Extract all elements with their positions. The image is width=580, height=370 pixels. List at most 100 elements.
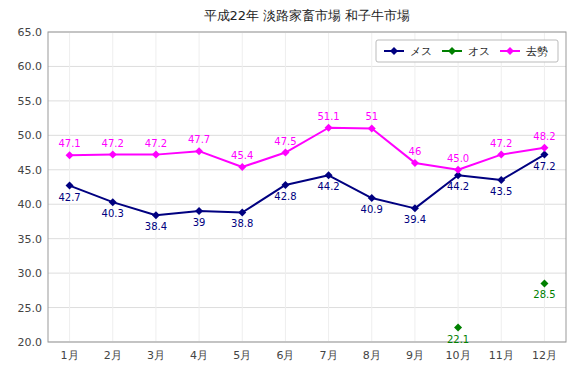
data-label: 47.2 [533,161,555,172]
grid-line [199,32,200,342]
y-tick-label: 50.0 [18,129,43,142]
data-label: 44.2 [447,181,469,192]
y-tick-label: 20.0 [18,336,43,349]
y-tick-label: 25.0 [18,302,43,315]
y-tick-label: 65.0 [18,26,43,39]
x-tick-label: 1月 [61,349,79,362]
data-label: 39 [193,217,206,228]
point [281,149,289,157]
point [152,151,160,159]
point [540,279,548,287]
data-label: 51 [365,111,378,122]
grid-line [48,66,566,67]
point [454,166,462,174]
data-label: 45.4 [231,150,253,161]
data-label: 51.1 [317,111,339,122]
y-tick-label: 45.0 [18,164,43,177]
point [497,151,505,159]
point [109,151,117,159]
grid-line [371,32,372,342]
x-tick-label: 8月 [363,349,381,362]
legend: メス オス 去勢 [376,40,558,62]
data-label: 47.7 [188,134,210,145]
legend-marker [506,47,514,55]
data-label: 47.5 [274,136,296,147]
point [238,208,246,216]
point [238,163,246,171]
y-tick-label: 40.0 [18,198,43,211]
data-label: 38.8 [231,218,253,229]
grid-line [48,169,566,170]
chart: 平成22年 淡路家畜市場 和子牛市場 20.0 25.0 30.0 35.0 40.0 45… [0,0,580,370]
data-label: 42.8 [274,191,296,202]
point [195,207,203,215]
legend-marker [448,47,456,55]
legend-marker [390,47,398,55]
data-label: 22.1 [447,334,469,345]
grid-line [48,238,566,239]
point [540,144,548,152]
point [411,204,419,212]
x-tick-label: 6月 [276,349,294,362]
grid-line [48,273,566,274]
legend-label: メス [410,45,432,58]
data-label: 40.9 [361,204,383,215]
point [109,198,117,206]
point [325,171,333,179]
point [368,124,376,132]
data-label: 42.7 [58,192,80,203]
data-label: 44.2 [317,181,339,192]
x-tick-label: 2月 [104,349,122,362]
plot-area [66,124,549,332]
grid-line [48,307,566,308]
grid [48,32,566,342]
point [497,176,505,184]
x-tick-label: 9月 [406,349,424,362]
x-tick-label: 3月 [147,349,165,362]
plot-frame [48,32,566,342]
point [540,151,548,159]
grid-line [242,32,243,342]
y-tick-label: 30.0 [18,267,43,280]
series-line [70,128,545,170]
point [454,324,462,332]
data-label: 45.0 [447,153,469,164]
data-labels: 42.7 40.3 38.4 39 38.8 42.8 44.2 40.9 39.4 44.2 43… [58,111,555,345]
grid-line [48,135,566,136]
point [411,159,419,167]
data-label: 46 [409,146,422,157]
grid-line [414,32,415,342]
data-label: 40.3 [102,208,124,219]
data-label: 43.5 [490,186,512,197]
x-tick-label: 12月 [532,349,557,362]
legend-box [376,40,558,62]
data-label: 47.1 [58,138,80,149]
x-tick-label: 7月 [320,349,338,362]
title: 平成22年 淡路家畜市場 和子牛市場 [204,8,411,23]
data-label: 47.2 [102,138,124,149]
grid-line [48,100,566,101]
y-tick-label: 35.0 [18,233,43,246]
point [152,211,160,219]
point [66,182,74,190]
y-tick-label: 60.0 [18,60,43,73]
point [195,147,203,155]
grid-line [155,32,156,342]
point [325,124,333,132]
data-label: 47.2 [145,138,167,149]
x-tick-label: 10月 [446,349,471,362]
legend-label: 去勢 [526,45,548,58]
grid-line [112,32,113,342]
data-label: 38.4 [145,221,167,232]
point [281,181,289,189]
y-tick-label: 55.0 [18,95,43,108]
x-tick-label: 5月 [233,349,251,362]
point [368,194,376,202]
data-label: 39.4 [404,214,426,225]
data-label: 47.2 [490,138,512,149]
point [66,151,74,159]
legend-label: オス [468,45,490,58]
x-tick-label: 4月 [190,349,208,362]
x-tick-label: 11月 [489,349,514,362]
grid-line [48,204,566,205]
